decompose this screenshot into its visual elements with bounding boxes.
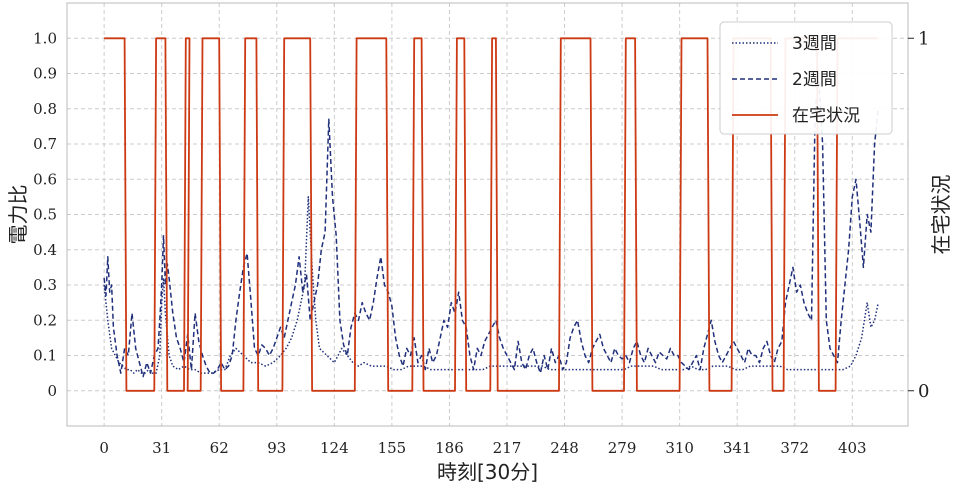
y-tick-label: 0.5 [33, 206, 57, 224]
x-tick-label: 155 [378, 439, 407, 457]
x-tick-label: 217 [493, 439, 522, 457]
x-tick-label: 31 [152, 439, 171, 457]
x-tick-label: 248 [550, 439, 579, 457]
x-axis-label: 時刻[30分] [437, 460, 538, 484]
x-tick-label: 124 [320, 439, 349, 457]
x-tick-label: 0 [99, 439, 109, 457]
y2-tick-label: 0 [918, 381, 929, 402]
y-tick-label: 0.3 [33, 276, 57, 294]
y-axis-label: 電力比 [6, 185, 30, 245]
y-tick-label: 0.8 [33, 100, 57, 118]
tick-labels: 00.10.20.30.40.50.60.70.80.91.00 31 62 93 12… [33, 28, 929, 457]
y-tick-label: 0 [47, 382, 57, 400]
legend-label: 2週間 [792, 70, 837, 90]
x-tick-label: 62 [210, 439, 229, 457]
series-line-1 [103, 196, 880, 374]
series-line-2 [103, 79, 880, 378]
x-tick-label: 403 [838, 439, 867, 457]
legend-label: 3週間 [792, 34, 837, 54]
y-tick-label: 0.4 [33, 241, 57, 259]
legend-box [719, 21, 893, 135]
y-tick-label: 0.1 [33, 347, 57, 365]
x-tick-label: 310 [665, 439, 694, 457]
plot-frame [66, 2, 909, 427]
x-tick-label: 279 [608, 439, 637, 457]
y-tick-label: 0.2 [33, 311, 57, 329]
series-lines [103, 37, 880, 392]
y2-axis-label: 在宅状況 [929, 175, 953, 255]
y-tick-label: 0.7 [33, 135, 57, 153]
x-tick-label: 372 [780, 439, 809, 457]
x-tick-label: 341 [723, 439, 752, 457]
y-tick-label: 0.6 [33, 170, 57, 188]
x-tick-label: 186 [435, 439, 464, 457]
y-tick-label: 0.9 [33, 65, 57, 83]
legend-label: 在宅状況 [792, 106, 860, 126]
y2-tick-label: 1 [918, 28, 929, 49]
y-tick-label: 1.0 [33, 29, 57, 47]
series-line-3 [104, 37, 879, 392]
x-tick-label: 93 [267, 439, 286, 457]
